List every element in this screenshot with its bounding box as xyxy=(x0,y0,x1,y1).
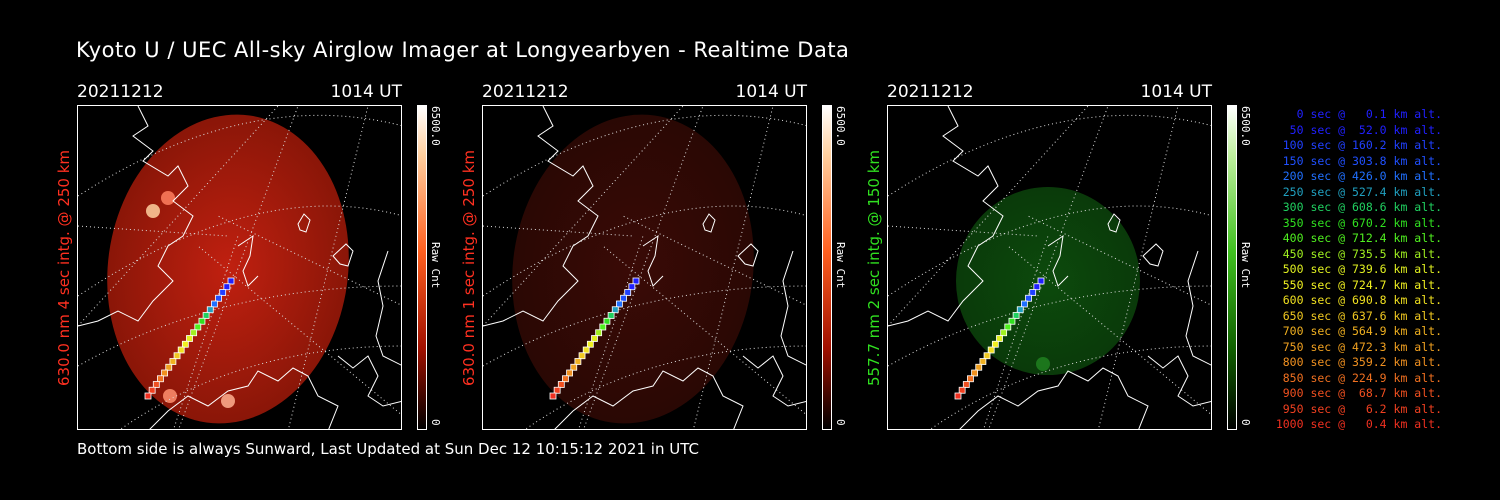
colorbar-max: 6500.0 xyxy=(834,106,847,146)
legend-item: 800 sec @ 359.2 km alt. xyxy=(1282,355,1442,369)
legend-item: 100 sec @ 160.2 km alt. xyxy=(1282,138,1442,152)
legend-item: 500 sec @ 739.6 km alt. xyxy=(1282,262,1442,276)
allsky-image xyxy=(77,105,402,430)
panel-date: 20211212 xyxy=(482,82,569,102)
legend-item: 900 sec @ 68.7 km alt. xyxy=(1282,386,1442,400)
colorbar xyxy=(822,105,832,430)
trajectory-legend: 0 sec @ 0.1 km alt. 50 sec @ 52.0 km alt… xyxy=(1262,107,1442,433)
legend-item: 50 sec @ 52.0 km alt. xyxy=(1289,122,1442,137)
colorbar-max: 6500.0 xyxy=(429,106,442,146)
legend-item: 350 sec @ 670.2 km alt. xyxy=(1282,215,1442,230)
colorbar xyxy=(417,105,427,430)
image-panel-630-4s: 20211212 1014 UT 630.0 nm 4 sec intg. @ … xyxy=(55,82,482,432)
colorbar-unit: Raw Cnt xyxy=(834,242,847,289)
panel-ylabel: 557.7 nm 2 sec intg. @ 150 km xyxy=(865,149,883,387)
legend-item: 750 sec @ 472.3 km alt. xyxy=(1282,339,1442,354)
colorbar-min: 0 xyxy=(429,419,442,426)
legend-item: 950 sec @ 6.2 km alt. xyxy=(1282,401,1442,416)
legend-item: 400 sec @ 712.4 km alt. xyxy=(1282,231,1442,245)
panel-ylabel: 630.0 nm 4 sec intg. @ 250 km xyxy=(55,149,73,387)
colorbar-unit: Raw Cnt xyxy=(1239,242,1252,289)
image-panel-557-2s: 20211212 1014 UT 557.7 nm 2 sec intg. @ … xyxy=(865,82,1292,432)
legend-item: 250 sec @ 527.4 km alt. xyxy=(1282,184,1442,199)
legend-item: 150 sec @ 303.8 km alt. xyxy=(1282,153,1442,168)
allsky-map xyxy=(888,106,1211,429)
legend-item: 600 sec @ 690.8 km alt. xyxy=(1282,293,1442,307)
legend-item: 450 sec @ 735.5 km alt. xyxy=(1282,246,1442,261)
colorbar xyxy=(1227,105,1237,430)
colorbar-min: 0 xyxy=(1239,419,1252,426)
panel-ylabel: 630.0 nm 1 sec intg. @ 250 km xyxy=(460,149,478,387)
legend-item: 1000 sec @ 0.4 km alt. xyxy=(1275,417,1442,431)
colorbar-max: 6500.0 xyxy=(1239,106,1252,146)
panel-time: 1014 UT xyxy=(330,82,403,102)
allsky-image xyxy=(482,105,807,430)
image-panel-630-1s: 20211212 1014 UT 630.0 nm 1 sec intg. @ … xyxy=(460,82,887,432)
legend-item: 550 sec @ 724.7 km alt. xyxy=(1282,277,1442,292)
panel-time: 1014 UT xyxy=(1140,82,1213,102)
legend-item: 650 sec @ 637.6 km alt. xyxy=(1282,308,1442,323)
legend-item: 850 sec @ 224.9 km alt. xyxy=(1282,370,1442,385)
colorbar-unit: Raw Cnt xyxy=(429,242,442,289)
allsky-map xyxy=(483,106,806,429)
page-title: Kyoto U / UEC All-sky Airglow Imager at … xyxy=(76,38,850,62)
panel-date: 20211212 xyxy=(77,82,164,102)
allsky-map xyxy=(78,106,401,429)
legend-item: 300 sec @ 608.6 km alt. xyxy=(1282,200,1442,214)
panel-time: 1014 UT xyxy=(735,82,808,102)
colorbar-min: 0 xyxy=(834,419,847,426)
panel-date: 20211212 xyxy=(887,82,974,102)
legend-item: 0 sec @ 0.1 km alt. xyxy=(1296,107,1442,121)
update-footer: Bottom side is always Sunward, Last Upda… xyxy=(77,440,699,458)
allsky-image xyxy=(887,105,1212,430)
legend-item: 700 sec @ 564.9 km alt. xyxy=(1282,324,1442,338)
legend-item: 200 sec @ 426.0 km alt. xyxy=(1282,169,1442,183)
